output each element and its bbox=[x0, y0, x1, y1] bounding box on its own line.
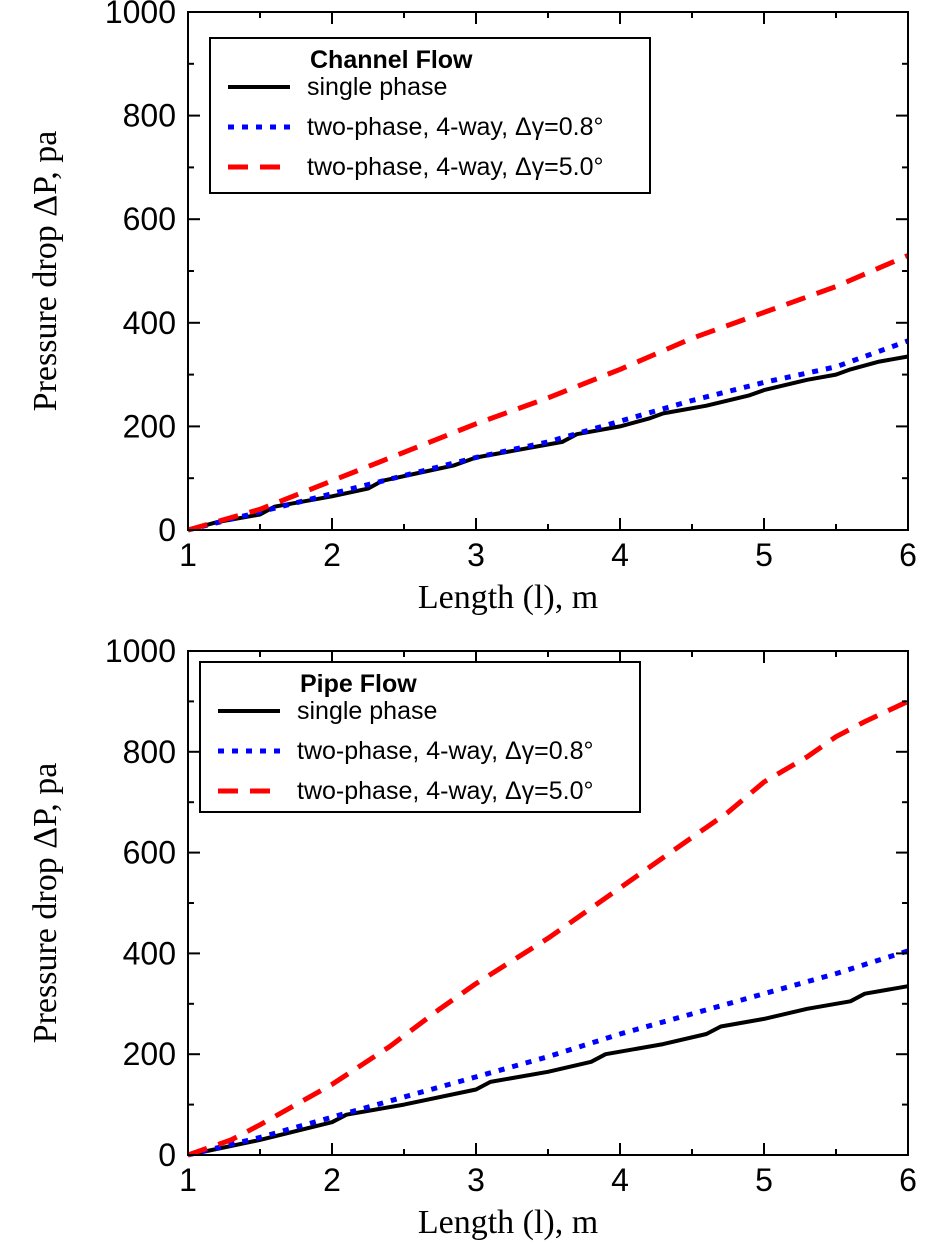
y-axis-title: Pressure drop ΔP, pa bbox=[27, 763, 64, 1044]
legend-label-3: two-phase, 4-way, Δγ=5.0° bbox=[297, 777, 594, 805]
y-tick-label: 600 bbox=[123, 835, 176, 871]
x-tick-label: 5 bbox=[755, 1162, 773, 1198]
x-axis-title: Length (l), m bbox=[418, 579, 598, 616]
series-line-3 bbox=[187, 253, 909, 533]
y-tick-label: 1000 bbox=[105, 0, 176, 30]
legend-label-2: two-phase, 4-way, Δγ=0.8° bbox=[307, 113, 604, 141]
y-tick-label: 200 bbox=[123, 408, 176, 444]
series-line-3 bbox=[187, 699, 910, 1158]
x-tick-label: 6 bbox=[899, 1162, 917, 1198]
legend-label-1: single phase bbox=[297, 697, 437, 725]
y-tick-label: 0 bbox=[158, 1137, 176, 1173]
x-tick-label: 1 bbox=[179, 537, 197, 573]
series-line-1 bbox=[187, 354, 909, 532]
x-tick-label: 1 bbox=[179, 1162, 197, 1198]
x-tick-label: 2 bbox=[323, 537, 341, 573]
y-tick-label: 800 bbox=[123, 98, 176, 134]
y-tick-label: 0 bbox=[158, 512, 176, 548]
legend-title: Channel Flow bbox=[310, 46, 473, 74]
series-line-2 bbox=[187, 338, 909, 533]
x-tick-label: 6 bbox=[899, 537, 917, 573]
x-tick-label: 2 bbox=[323, 1162, 341, 1198]
x-tick-label: 3 bbox=[467, 537, 485, 573]
y-tick-label: 400 bbox=[123, 305, 176, 341]
legend-box bbox=[199, 661, 641, 813]
x-tick-label: 4 bbox=[611, 1162, 629, 1198]
legend-label-3: two-phase, 4-way, Δγ=5.0° bbox=[307, 153, 604, 181]
y-tick-label: 600 bbox=[123, 201, 176, 237]
x-tick-label: 4 bbox=[611, 537, 629, 573]
x-tick-label: 3 bbox=[467, 1162, 485, 1198]
series-line-1 bbox=[187, 984, 909, 1157]
series-line-2 bbox=[187, 948, 909, 1158]
y-axis-title: Pressure drop ΔP, pa bbox=[27, 131, 64, 412]
x-tick-label: 5 bbox=[755, 537, 773, 573]
y-tick-label: 800 bbox=[123, 734, 176, 770]
y-tick-label: 400 bbox=[123, 935, 176, 971]
legend-title: Pipe Flow bbox=[300, 670, 417, 698]
legend-label-2: two-phase, 4-way, Δγ=0.8° bbox=[297, 737, 594, 765]
y-tick-label: 200 bbox=[123, 1036, 176, 1072]
chart-1: 1 2 3 4 5 6 0 200 400 600 800 1000 Length (l), m Pres… bbox=[27, 0, 917, 616]
y-tick-label: 1000 bbox=[105, 633, 176, 669]
chart-2: 1 2 3 4 5 6 0 200 400 600 800 1000 Length (l), m Pres… bbox=[27, 633, 917, 1241]
legend-box bbox=[209, 37, 651, 194]
legend-label-1: single phase bbox=[307, 73, 447, 101]
x-axis-title: Length (l), m bbox=[418, 1204, 598, 1241]
